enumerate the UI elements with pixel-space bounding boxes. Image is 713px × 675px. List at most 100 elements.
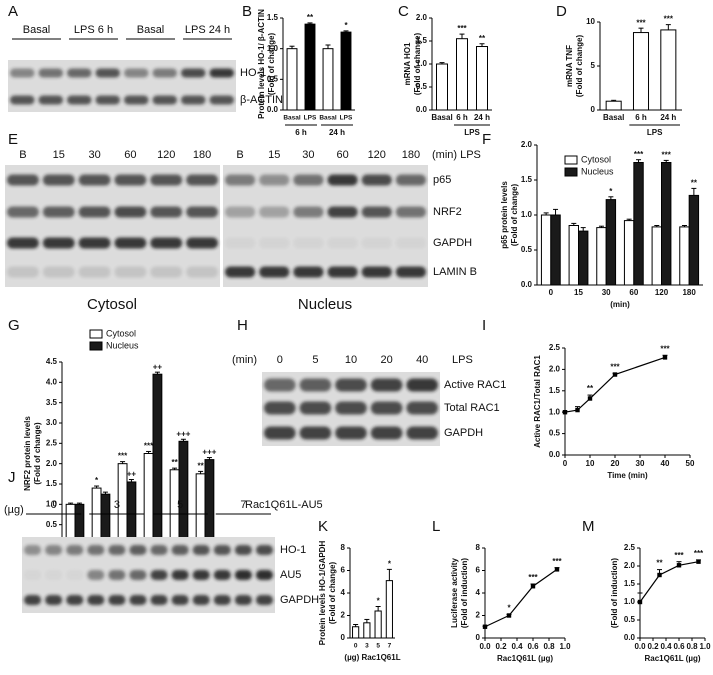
bar: [436, 63, 448, 111]
data-point: [554, 567, 560, 572]
blot-band: [181, 95, 206, 105]
data-point: [637, 599, 643, 605]
y-tick-label: 0.0: [549, 450, 561, 459]
x-tick-label: 30: [636, 459, 645, 468]
panel-letter: K: [318, 518, 328, 535]
legend-label: Cytosol: [106, 328, 136, 338]
y-tick-label: 0: [341, 633, 346, 642]
data-point: [696, 559, 701, 564]
blot-band: [129, 570, 147, 580]
blot-band: [78, 237, 111, 249]
significance-label: ++: [127, 470, 137, 479]
blot-band: [395, 266, 426, 278]
blot-band: [95, 95, 120, 105]
blot-band: [186, 266, 218, 278]
blot-label: 30: [302, 149, 314, 161]
blot-label: LPS 6 h: [74, 24, 113, 36]
data-line: [639, 561, 699, 603]
y-tick-label: 6: [476, 566, 481, 575]
blot-membrane: [22, 537, 275, 613]
bar: [623, 220, 635, 286]
blot-band: [186, 174, 218, 186]
bar: [322, 48, 334, 111]
x-tick-label: 0: [549, 288, 554, 297]
x-tick-label: 0.8: [686, 642, 698, 651]
blot-label: Total RAC1: [444, 402, 500, 414]
significance-label: **: [691, 179, 698, 188]
panel-letter: F: [482, 131, 491, 148]
blot-label: E: [8, 131, 18, 148]
data-line: [484, 568, 558, 628]
x-tick-label: 0.0: [479, 642, 491, 651]
y-tick-label: 2.0: [624, 561, 636, 570]
blot-band: [335, 378, 367, 392]
y-axis-label: (Fold of induction): [610, 558, 619, 629]
blot-band: [361, 266, 392, 278]
blot-band: [213, 545, 231, 555]
blot-band: [225, 237, 256, 249]
blot-band: [181, 68, 206, 78]
y-tick-label: 2.5: [624, 543, 636, 552]
blot-label: Basal: [23, 24, 51, 36]
blot-band: [299, 426, 332, 440]
blot-band: [38, 95, 63, 105]
blot-band: [66, 595, 84, 605]
blot-band: [7, 206, 39, 218]
blot-label: Active RAC1: [444, 379, 506, 391]
blot-band: [327, 237, 358, 249]
blot-band: [87, 570, 105, 580]
blot-band: [129, 545, 147, 555]
blot-label: 7: [240, 499, 246, 511]
legend-swatch: [564, 167, 578, 177]
x-tick-label: 0.2: [647, 642, 659, 651]
x-tick-label: 0.4: [511, 642, 523, 651]
significance-label: ***: [662, 151, 672, 160]
blot-label: (min) LPS: [432, 149, 481, 161]
blot-band: [264, 401, 296, 415]
significance-label: ***: [634, 150, 644, 159]
blot-band: [114, 237, 147, 249]
group-label: LPS: [647, 128, 663, 137]
y-tick-label: 1.5: [624, 579, 636, 588]
blot-label: 180: [402, 149, 420, 161]
y-tick-label: 0.5: [624, 615, 636, 624]
blot-band: [259, 266, 290, 278]
y-axis-label: p65 protein levels: [500, 181, 509, 249]
blot-band: [87, 595, 105, 605]
y-tick-label: 0.0: [416, 105, 428, 114]
bar: [143, 453, 154, 546]
y-tick-label: 1.5: [521, 175, 533, 184]
panel-letter: G: [8, 317, 20, 334]
blot-label: B: [236, 149, 243, 161]
data-point: [482, 624, 488, 629]
blot-band: [45, 545, 63, 555]
blot-band: [370, 426, 403, 440]
blot-label: B: [19, 149, 26, 161]
blot-band: [259, 206, 290, 218]
blot-band: [192, 570, 210, 580]
bar: [633, 162, 644, 286]
blot-band: [78, 266, 111, 278]
x-tick-label: 6 h: [456, 113, 468, 122]
blot-band: [370, 378, 403, 392]
bar: [596, 227, 607, 286]
blot-label: A: [8, 3, 18, 20]
blot-label: Nucleus: [298, 296, 352, 313]
blot-band: [150, 174, 183, 186]
significance-label: **: [307, 13, 314, 22]
blot-band: [66, 545, 84, 555]
blot-band: [66, 570, 83, 580]
y-tick-label: 3.5: [46, 398, 58, 407]
significance-label: *: [95, 476, 99, 485]
blot-label: AU5: [280, 569, 301, 581]
blot-band: [255, 595, 273, 605]
significance-label: **: [656, 559, 663, 568]
data-point: [587, 396, 593, 401]
group-label: 6 h: [295, 128, 307, 137]
x-tick-label: 60: [629, 288, 638, 297]
y-axis-label: (Fold of change): [328, 562, 337, 625]
panel-letter: M: [582, 518, 595, 535]
bar: [178, 440, 189, 546]
bar: [476, 46, 488, 111]
bar: [578, 230, 589, 286]
